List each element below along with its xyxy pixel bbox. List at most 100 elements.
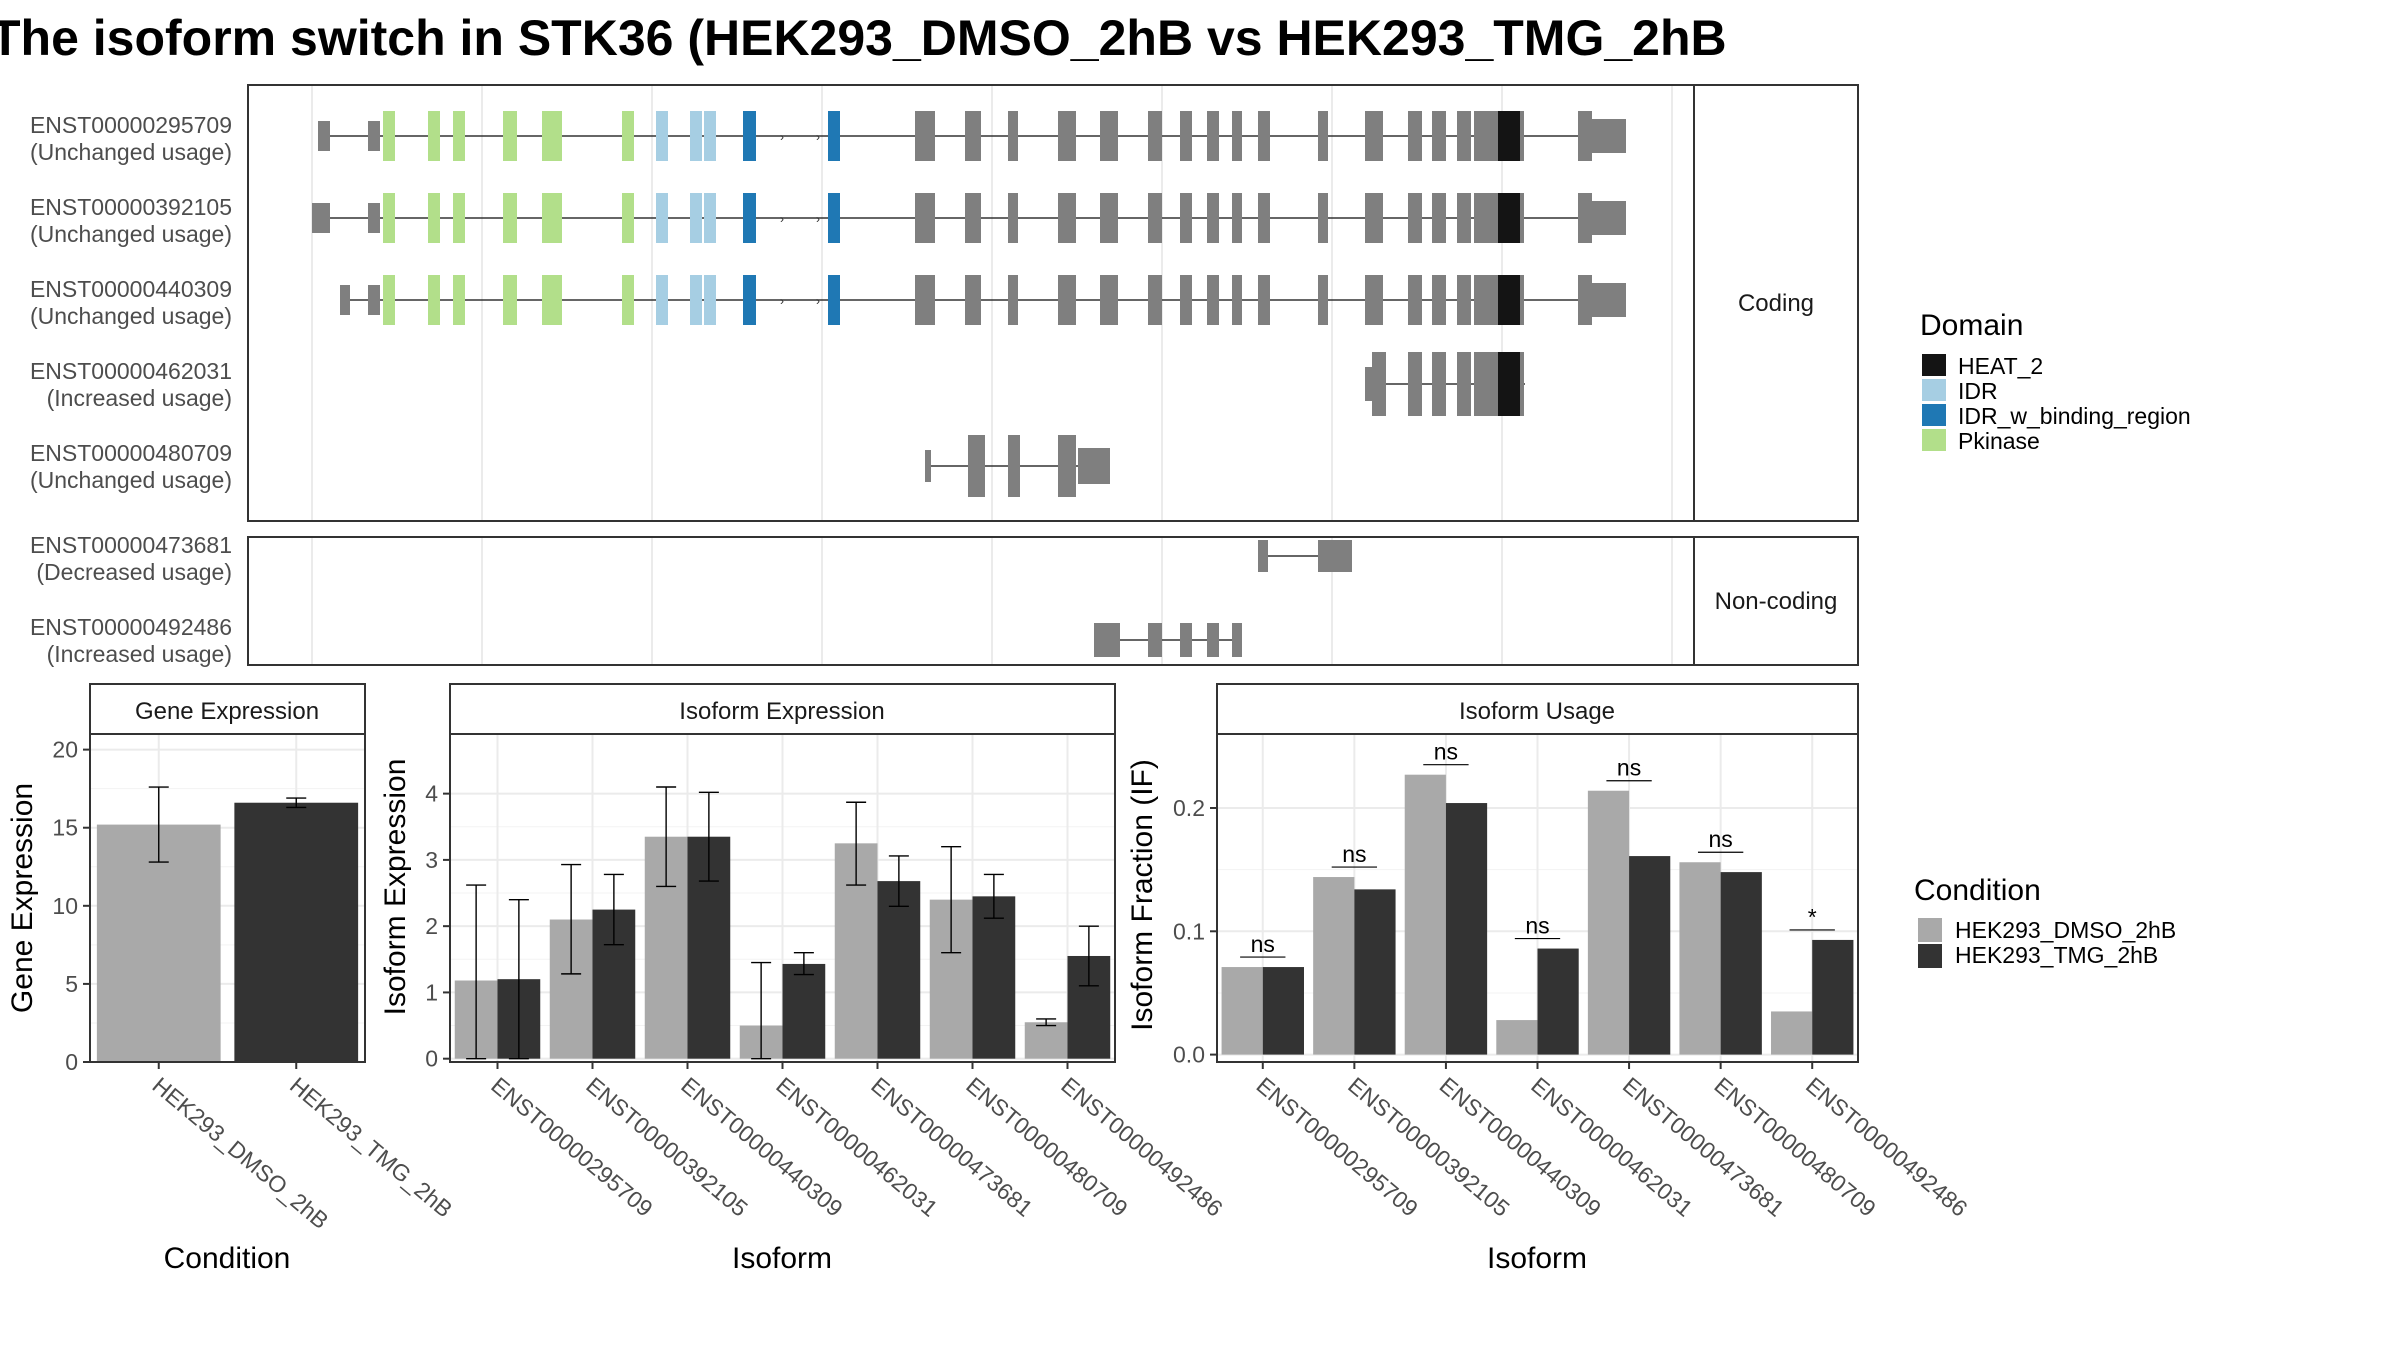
- transcript-structure-panel: Coding Non-coding ENST00000295709 (Uncha…: [30, 84, 1859, 667]
- utr-exon: [368, 285, 380, 315]
- exon: [1100, 193, 1118, 243]
- utr-exon: [340, 285, 350, 315]
- exon: [915, 275, 935, 325]
- exon: [1258, 193, 1270, 243]
- exon: [1180, 193, 1192, 243]
- bar: [1537, 948, 1579, 1055]
- y-tick-label: 3: [425, 847, 438, 873]
- x-tick-label: ENST00000462031: [1526, 1072, 1698, 1222]
- exon: [622, 111, 634, 161]
- isoform-usage-ylabel: Isoform Fraction (IF): [1126, 759, 1159, 1031]
- exon: [1008, 111, 1018, 161]
- gene-expression-ylabel: Gene Expression: [6, 783, 39, 1013]
- exon: [743, 275, 756, 325]
- exon: [1258, 540, 1268, 572]
- bar: [234, 802, 359, 1062]
- exon: [1578, 111, 1592, 161]
- isoform-usage-plot: nsnsnsnsnsns*0.00.10.2ENST00000295709ENS…: [1173, 733, 1973, 1222]
- exon: [690, 193, 702, 243]
- bar: [1771, 1011, 1813, 1055]
- exon: [1207, 623, 1219, 657]
- transcript-usage: (Decreased usage): [36, 559, 232, 585]
- coding-strip: [1693, 84, 1859, 522]
- exon: [428, 275, 440, 325]
- isoform-expression-ylabel: Isoform Expression: [379, 759, 412, 1016]
- exon: [1365, 111, 1383, 161]
- utr-exon: [1078, 448, 1110, 484]
- exon: [383, 111, 395, 161]
- utr-exon: [312, 203, 330, 233]
- exon: [1058, 435, 1076, 497]
- exon: [1058, 275, 1076, 325]
- exon: [1100, 275, 1118, 325]
- domain-legend-title: Domain: [1920, 309, 2023, 342]
- legend-key-dmso: [1918, 918, 1942, 942]
- intron-arrow: ›: [816, 294, 820, 308]
- exon: [1520, 193, 1524, 243]
- transcript-id: ENST00000473681: [30, 532, 232, 558]
- utr-exon: [368, 203, 380, 233]
- exon: [1408, 111, 1422, 161]
- significance-label: ns: [1342, 841, 1366, 867]
- exon: [428, 193, 440, 243]
- exon: [1008, 275, 1018, 325]
- bar: [1629, 856, 1671, 1055]
- exon: [1372, 352, 1386, 416]
- exon: [1318, 275, 1328, 325]
- exon: [1432, 275, 1446, 325]
- exon: [915, 193, 935, 243]
- exon: [1058, 111, 1076, 161]
- exon: [828, 193, 840, 243]
- utr-exon: [925, 450, 931, 482]
- isoform-expression-strip-label: Isoform Expression: [679, 698, 884, 725]
- bar: [1024, 1022, 1068, 1059]
- exon: [1148, 623, 1162, 657]
- exon: [1578, 275, 1592, 325]
- transcript-usage: (Unchanged usage): [30, 467, 232, 493]
- exon: [975, 435, 985, 497]
- exon: [1318, 540, 1352, 572]
- y-tick-label: 15: [52, 815, 78, 841]
- exon: [1520, 275, 1524, 325]
- transcript-usage: (Unchanged usage): [30, 139, 232, 165]
- gene-expression-strip: [89, 683, 366, 735]
- x-tick-label: ENST00000295709: [486, 1072, 658, 1222]
- noncoding-panel-frame: [247, 536, 1695, 666]
- y-tick-label: 4: [425, 781, 438, 807]
- significance-label: ns: [1617, 755, 1641, 781]
- exon: [1008, 193, 1018, 243]
- isoform-expression-xlabel: Isoform: [732, 1242, 832, 1275]
- x-tick-label: ENST00000492486: [1056, 1072, 1228, 1222]
- exon: [1457, 193, 1471, 243]
- bar: [1404, 774, 1446, 1055]
- bar: [1812, 939, 1854, 1055]
- bar: [1587, 790, 1630, 1055]
- x-tick-label: ENST00000440309: [676, 1072, 848, 1222]
- legend-key-idr: [1922, 379, 1946, 401]
- exon: [828, 111, 840, 161]
- condition-legend-title: Condition: [1914, 874, 2041, 907]
- x-tick-label: ENST00000473681: [866, 1072, 1038, 1222]
- exon: [1100, 111, 1118, 161]
- exon: [1148, 193, 1162, 243]
- coding-strip-label: Coding: [1738, 290, 1814, 317]
- exon: [1232, 111, 1242, 161]
- heat2-domain: [1498, 352, 1520, 416]
- exon: [704, 193, 716, 243]
- exon: [542, 111, 562, 161]
- intron-arrow: ›: [780, 294, 784, 308]
- bar: [1445, 803, 1488, 1055]
- exon: [1457, 111, 1471, 161]
- isoform-expression-strip: [449, 683, 1116, 735]
- condition-legend: Condition HEK293_DMSO_2hB HEK293_TMG_2hB: [1914, 874, 2176, 968]
- noncoding-strip-label: Non-coding: [1715, 588, 1838, 615]
- exon: [542, 275, 562, 325]
- exon: [1207, 275, 1219, 325]
- exon: [1180, 623, 1192, 657]
- exon: [1432, 352, 1446, 416]
- isoform-expression-panel: Isoform Expression Isoform Isoform Expre…: [379, 683, 1228, 1275]
- bar: [1679, 862, 1721, 1055]
- legend-label: Pkinase: [1958, 428, 2040, 454]
- exon: [743, 111, 756, 161]
- exon: [1432, 111, 1446, 161]
